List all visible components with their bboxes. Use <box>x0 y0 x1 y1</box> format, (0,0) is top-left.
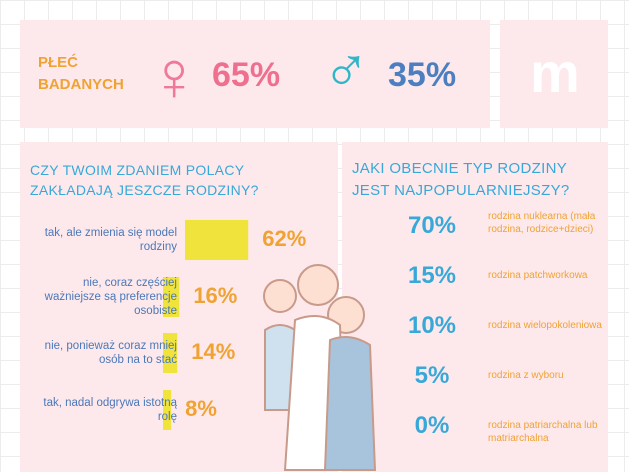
male-icon: ♂ <box>322 34 370 106</box>
percent: 15% <box>407 262 457 289</box>
male-percent: 35% <box>388 56 457 94</box>
question1-title: CZY TWOIM ZDANIEM POLACY ZAKŁADAJĄ JESZC… <box>30 162 259 198</box>
percent: 0% <box>414 412 450 439</box>
gender-panel <box>20 20 490 128</box>
bar <box>163 333 178 373</box>
bar <box>163 277 180 317</box>
question2-panel <box>342 142 608 472</box>
answer-label: tak, ale zmienia się model rodziny <box>44 227 177 253</box>
value-label: 14% <box>191 339 236 364</box>
percent: 5% <box>414 362 450 389</box>
value-label: 16% <box>193 283 238 308</box>
logo: m <box>530 41 580 104</box>
answer-label: nie, coraz częściej ważniejsze są prefer… <box>44 277 177 317</box>
gender-label-line: PŁEĆ <box>38 54 79 71</box>
type-label: rodzina wielopokoleniowa <box>488 320 602 331</box>
type-label: rodzina patchworkowa <box>488 270 588 281</box>
type-label: rodzina nuklearna (mała rodzina, rodzice… <box>488 211 596 235</box>
type-label: rodzina z wyboru <box>488 370 564 381</box>
family-illustration <box>263 264 377 471</box>
bar <box>185 220 249 260</box>
value-label: 62% <box>262 226 307 251</box>
answer-label: tak, nadal odgrywa istotną rolę <box>43 397 177 423</box>
percent: 70% <box>407 212 457 239</box>
answer-label: nie, ponieważ coraz mniej osób na to sta… <box>44 340 177 366</box>
female-icon: ♀ <box>148 37 201 115</box>
bar <box>163 390 172 430</box>
question2-title: JAKI OBECNIE TYP RODZINY JEST NAJPOPULAR… <box>352 160 570 199</box>
percent: 10% <box>407 312 457 339</box>
gender-label: PŁEĆ BADANYCH <box>38 52 124 96</box>
type-label: rodzina patriarchalna lub matriarchalna <box>488 420 598 444</box>
gender-label-line: BADANYCH <box>38 76 124 93</box>
logo-panel: m <box>500 20 608 128</box>
value-label: 8% <box>185 396 217 421</box>
female-percent: 65% <box>212 56 281 94</box>
